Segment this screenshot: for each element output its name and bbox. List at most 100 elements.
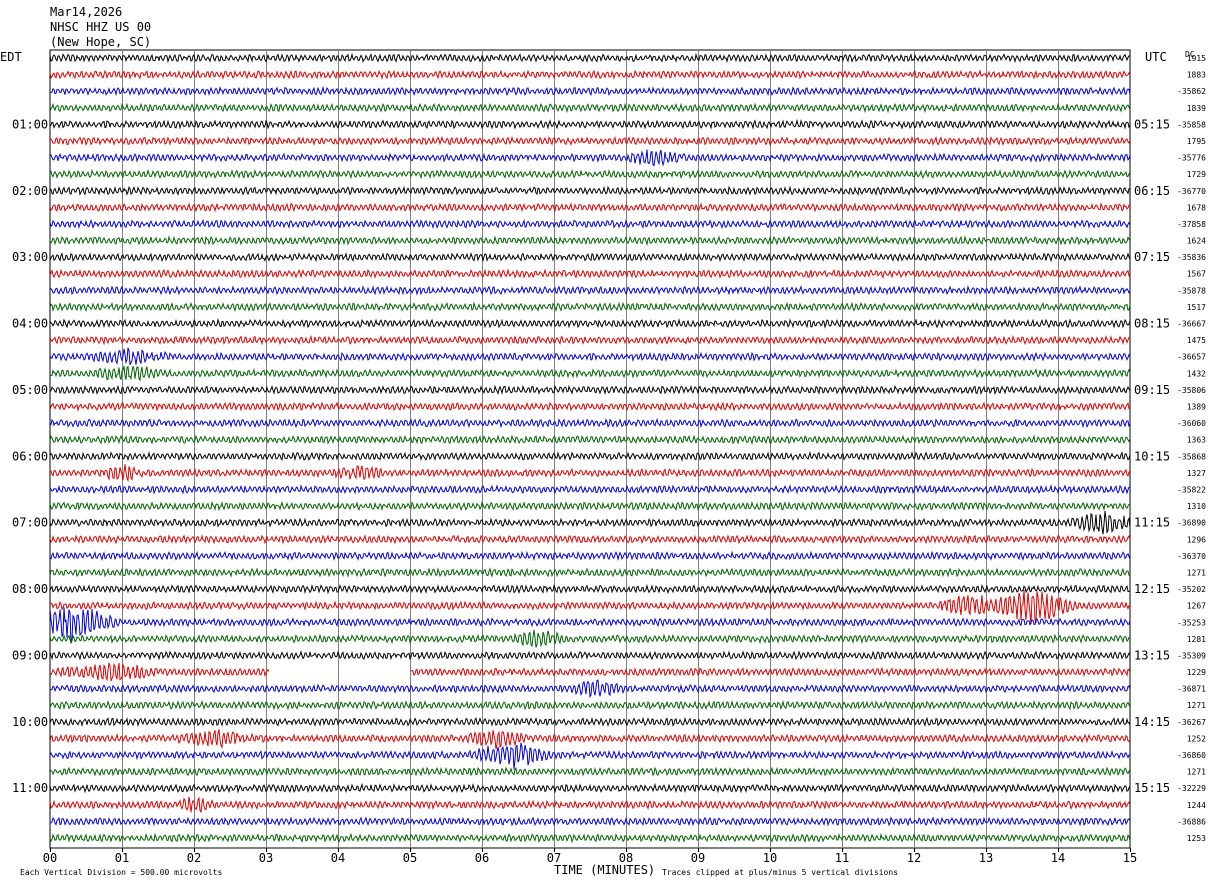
trace-line — [49, 347, 1131, 366]
x-tick-label: 10 — [763, 851, 777, 865]
trace-line — [49, 168, 1131, 180]
x-tick-label: 06 — [475, 851, 489, 865]
minute-gridlines — [49, 49, 1131, 852]
trace-line — [49, 418, 1131, 429]
trace-offset-value: -35858 — [1177, 120, 1206, 129]
trace-offset-value: -35822 — [1177, 485, 1206, 494]
trace-offset-value: 1795 — [1187, 137, 1206, 146]
trace-offset-value: -35868 — [1177, 452, 1206, 461]
trace-line — [49, 816, 1131, 827]
trace-offset-value: -35806 — [1177, 386, 1206, 395]
trace-line — [49, 235, 1131, 246]
x-tick-label: 12 — [907, 851, 921, 865]
left-time-label: 03:00 — [12, 250, 48, 264]
x-axis-label: TIME (MINUTES) — [554, 863, 655, 877]
trace-offset-value: -35862 — [1177, 87, 1206, 96]
trace-line — [49, 511, 1131, 535]
trace-line — [49, 662, 1131, 682]
right-time-label: 13:15 — [1134, 648, 1170, 662]
right-time-label: 10:15 — [1134, 449, 1170, 463]
x-tick-label: 08 — [619, 851, 633, 865]
trace-offset-value: -36657 — [1177, 353, 1206, 362]
trace-offset-value: 1267 — [1187, 602, 1206, 611]
trace-line — [49, 567, 1131, 578]
x-tick-label: 02 — [187, 851, 201, 865]
left-time-label: 06:00 — [12, 449, 48, 463]
right-time-label: 11:15 — [1134, 516, 1170, 530]
trace-offset-value: 1883 — [1187, 71, 1206, 80]
right-time-label: 09:15 — [1134, 383, 1170, 397]
trace-offset-value: -35878 — [1177, 286, 1206, 295]
trace-offset-value: -36890 — [1177, 519, 1206, 528]
right-offset-values: 1915 1883 -35862 1839 -35858 1795 -35776 1729 -3… — [1177, 54, 1206, 843]
trace-offset-value: 1310 — [1187, 502, 1206, 511]
trace-offset-value: -36370 — [1177, 552, 1206, 561]
trace-offset-value: 1389 — [1187, 403, 1206, 412]
trace-line — [49, 252, 1131, 263]
trace-line — [49, 782, 1131, 794]
left-time-label: 09:00 — [12, 648, 48, 662]
trace-line — [49, 284, 1131, 296]
x-tick-label: 03 — [259, 851, 273, 865]
x-tick-label: 00 — [43, 851, 57, 865]
trace-line — [49, 832, 1131, 844]
trace-line — [49, 650, 1131, 661]
trace-offset-value: -36770 — [1177, 187, 1206, 196]
right-time-label: 14:15 — [1134, 715, 1170, 729]
trace-offset-value: 1432 — [1187, 369, 1206, 378]
trace-line — [49, 135, 1131, 147]
trace-offset-value: -37858 — [1177, 220, 1206, 229]
trace-offset-value: 1271 — [1187, 701, 1206, 710]
trace-offset-value: 1624 — [1187, 237, 1206, 246]
trace-line — [49, 102, 1131, 114]
trace-line — [49, 716, 1131, 728]
trace-offset-value: -35309 — [1177, 651, 1206, 660]
right-time-label: 06:15 — [1134, 184, 1170, 198]
trace-offset-value: -36860 — [1177, 751, 1206, 760]
trace-offset-value: -36667 — [1177, 320, 1206, 329]
left-time-label: 01:00 — [12, 117, 48, 131]
trace-line — [49, 550, 1131, 562]
trace-offset-value: 1475 — [1187, 336, 1206, 345]
trace-line — [49, 699, 1131, 711]
trace-line — [49, 729, 1131, 750]
left-time-label: 11:00 — [12, 781, 48, 795]
x-tick-label: 07 — [547, 851, 561, 865]
trace-offset-value: 1271 — [1187, 768, 1206, 777]
trace-offset-value: 1915 — [1187, 54, 1206, 63]
x-tick-label: 13 — [979, 851, 993, 865]
right-time-label: 08:15 — [1134, 317, 1170, 331]
trace-line — [49, 450, 1131, 462]
trace-line — [49, 796, 1131, 814]
x-tick-labels: 00 01 02 03 04 05 06 07 08 09 10 11 12 13 14 15 — [43, 851, 1137, 865]
seismic-traces — [49, 52, 1131, 844]
left-time-label: 08:00 — [12, 582, 48, 596]
x-tick-label: 15 — [1123, 851, 1137, 865]
trace-offset-value: 1296 — [1187, 535, 1206, 544]
trace-line — [49, 384, 1131, 396]
trace-offset-value: 1729 — [1187, 170, 1206, 179]
left-time-label: 07:00 — [12, 516, 48, 530]
x-tick-label: 09 — [691, 851, 705, 865]
trace-line — [49, 318, 1131, 329]
left-time-label: 04:00 — [12, 317, 48, 331]
trace-line — [49, 218, 1131, 230]
trace-line — [49, 629, 1131, 648]
scale-note: Each Vertical Division = 500.00 microvol… — [20, 868, 222, 877]
trace-line — [49, 766, 1131, 777]
x-tick-label: 04 — [331, 851, 345, 865]
left-time-label: 10:00 — [12, 715, 48, 729]
trace-line — [49, 365, 1131, 382]
trace-offset-value: -36886 — [1177, 817, 1206, 826]
trace-line — [49, 464, 1131, 483]
trace-offset-value: 1281 — [1187, 635, 1206, 644]
trace-line — [49, 434, 1131, 446]
left-time-label: 05:00 — [12, 383, 48, 397]
trace-offset-value: 1517 — [1187, 303, 1206, 312]
trace-offset-value: -36871 — [1177, 685, 1206, 694]
trace-line — [49, 185, 1131, 197]
trace-offset-value: 1567 — [1187, 270, 1206, 279]
x-tick-label: 14 — [1051, 851, 1065, 865]
trace-line — [49, 742, 1131, 770]
trace-offset-value: -35836 — [1177, 253, 1206, 262]
